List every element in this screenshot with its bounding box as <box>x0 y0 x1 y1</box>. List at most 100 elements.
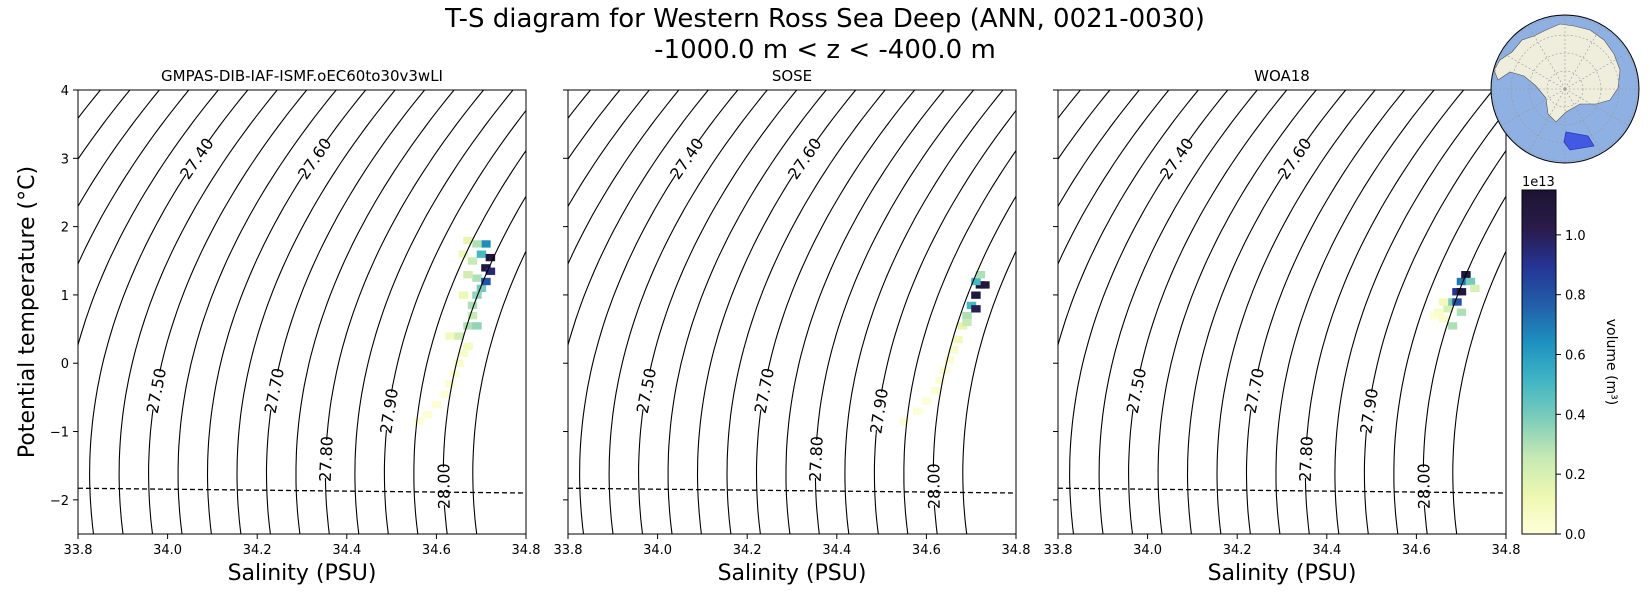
panel-title: SOSE <box>772 67 812 85</box>
x-axis-label: Salinity (PSU) <box>718 561 867 586</box>
contour-label: 27.80 <box>316 436 337 483</box>
contour-label: 27.10 <box>0 182 10 231</box>
heatmap-cell <box>458 291 469 299</box>
x-tick-label: 33.8 <box>64 543 93 558</box>
contour-label-background <box>806 439 825 479</box>
x-tick-label: 34.8 <box>1002 543 1031 558</box>
contour-label: 28.00 <box>434 463 454 509</box>
graticule-meridian <box>1527 88 1566 154</box>
density-contour <box>383 109 526 534</box>
heatmap-cell <box>463 271 473 279</box>
heatmap-cell <box>463 236 473 245</box>
heatmap-cell <box>1438 298 1449 306</box>
x-tick-label: 34.0 <box>153 543 182 558</box>
density-contour <box>1275 90 1435 534</box>
contour-label-background <box>1296 439 1315 479</box>
heatmap-cell <box>971 277 981 286</box>
graticule-meridian <box>1564 88 1603 154</box>
heatmap-cell <box>1456 288 1467 296</box>
heatmap-cell <box>962 312 972 320</box>
density-contour <box>1363 109 1506 534</box>
heatmap-cell <box>935 376 945 385</box>
density-contour <box>568 90 709 348</box>
heatmap-cell <box>467 257 478 265</box>
contour-label-background <box>179 138 214 179</box>
figure-subtitle: -1000.0 m < z < -400.0 m <box>654 35 996 65</box>
heatmap-cell <box>485 253 496 262</box>
x-tick-label: 34.6 <box>1402 543 1431 558</box>
freezing-line <box>568 487 1016 494</box>
x-tick-label: 34.8 <box>1492 543 1521 558</box>
contour-label-background <box>144 370 168 411</box>
contour-label-background <box>787 138 822 179</box>
contour-label-background <box>1242 370 1266 411</box>
density-contour <box>903 149 1016 534</box>
heatmap-cell <box>1434 308 1444 316</box>
x-axis-label: Salinity (PSU) <box>228 561 377 586</box>
density-contour <box>1422 195 1506 534</box>
density-contour <box>1334 90 1494 534</box>
density-contour <box>1157 90 1317 534</box>
heatmap-cell <box>912 407 923 415</box>
heatmap-cell <box>962 318 972 327</box>
x-tick-label: 34.0 <box>643 543 672 558</box>
heatmap-cell <box>1456 308 1467 316</box>
heatmap-cell <box>445 380 455 388</box>
density-contour <box>1098 90 1258 534</box>
density-contour <box>472 249 526 534</box>
graticule-meridian <box>1527 24 1566 90</box>
contour-label-background <box>634 370 658 411</box>
heatmap-cell <box>414 417 424 426</box>
x-tick-label: 34.0 <box>1133 543 1162 558</box>
heatmap-cell <box>1456 277 1467 286</box>
density-contour <box>1128 90 1288 534</box>
contour-label-background <box>377 391 400 431</box>
plot-area: 27.0027.1027.2027.3027.4027.5027.6027.70… <box>568 90 1016 534</box>
heatmap-cell <box>1447 322 1458 330</box>
contour-label-background <box>1277 138 1312 179</box>
heatmap-cell <box>980 281 990 289</box>
heatmap-cell <box>971 305 981 313</box>
plot-frame <box>1057 89 1507 535</box>
contour-label-background <box>1159 138 1194 179</box>
heatmap-cell <box>454 359 464 368</box>
density-contour <box>962 249 1016 534</box>
density-contour <box>1216 90 1376 534</box>
heatmap-cell <box>422 411 433 419</box>
density-contour <box>236 90 396 534</box>
density-contour <box>442 195 526 534</box>
plot-area: 27.0027.1027.2027.3027.4027.5027.6027.70… <box>1058 90 1506 534</box>
graticule-meridian <box>1564 51 1630 90</box>
panels: 27.0027.1027.2027.3027.4027.5027.6027.70… <box>0 67 1521 586</box>
contour-label: 27.80 <box>1296 436 1317 483</box>
colorbar-tick-label: 0.6 <box>1565 349 1586 364</box>
y-axis-label: Potential temperature (°C) <box>15 166 40 458</box>
density-contour <box>1245 90 1406 534</box>
graticule-meridian <box>1564 88 1630 127</box>
y-tick-label: 4 <box>61 84 69 99</box>
plot-area: 27.0027.1027.2027.3027.4027.5027.6027.70… <box>0 90 526 534</box>
heatmap-cell <box>1443 305 1453 313</box>
x-tick-label: 34.4 <box>822 543 851 558</box>
x-tick-label: 34.6 <box>912 543 941 558</box>
x-tick-label: 34.2 <box>733 543 762 558</box>
density-contour <box>785 90 945 534</box>
heatmap-cell <box>481 240 491 248</box>
heatmap-cell <box>458 349 469 357</box>
density-contour <box>78 90 160 208</box>
x-tick-label: 34.4 <box>332 543 361 558</box>
colorbar-offset-text: 1e13 <box>1522 175 1555 190</box>
density-contour <box>755 90 916 534</box>
plot-background <box>568 90 1016 534</box>
heatmap-cell <box>921 397 932 405</box>
heatmap-cell <box>476 250 487 258</box>
colorbar-tick-label: 0.4 <box>1565 408 1586 423</box>
heatmap-cell <box>975 271 986 279</box>
y-tick-label: 3 <box>61 152 69 167</box>
contour-label: 27.20 <box>0 311 8 360</box>
contour-label-background <box>1124 370 1148 411</box>
heatmap-cell <box>1438 315 1449 323</box>
heatmap-cell <box>445 332 455 340</box>
panel-1: 27.0027.1027.2027.3027.4027.5027.6027.70… <box>0 67 540 586</box>
